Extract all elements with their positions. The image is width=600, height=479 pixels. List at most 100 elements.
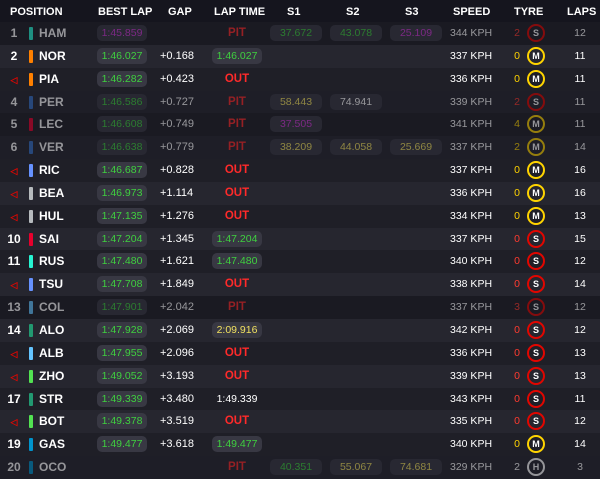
table-row[interactable]: 6 VER 1:46.638 +0.779 PIT 38.209 44.058 25.669 3… [0,136,600,160]
table-row[interactable]: ◁ BEA 1:46.973 +1.114 OUT 336 KPH 0 M 16 [0,181,600,205]
position: ◁ [3,182,25,205]
driver-code[interactable]: BEA [39,185,65,200]
table-row[interactable]: 19 GAS 1:49.477 +3.618 1:49.477 340 KPH 0 M 14 [0,433,600,457]
position: ◁ [3,342,25,365]
last-lap-time: 1:47.480 [212,253,262,270]
table-row[interactable]: 5 LEC 1:46.608 +0.749 PIT 37.505 341 KPH 4 M 11 [0,113,600,137]
best-lap-time: 1:49.477 [97,436,147,453]
table-row[interactable]: 17 STR 1:49.339 +3.480 1:49.339 343 KPH 0 S 11 [0,387,600,411]
header-position[interactable]: POSITION [10,6,63,18]
lap-status: OUT [224,72,250,85]
table-row[interactable]: 2 NOR 1:46.027 +0.168 1:46.027 337 KPH 0 M 11 [0,44,600,68]
driver-code[interactable]: OCO [39,460,67,475]
laps-count: 13 [574,209,586,222]
sector-s1-time: 37.505 [270,116,322,133]
header-speed[interactable]: SPEED [453,6,491,18]
laps-count: 14 [574,141,586,154]
timing-table: 1 HAM 1:45.859 PIT 37.672 43.078 25.109 344 KPH… [0,22,600,479]
tyre-stints: 0 [514,438,520,451]
table-row[interactable]: 4 PER 1:46.586 +0.727 PIT 58.443 74.941 339 KPH… [0,90,600,114]
sector-s2-time: 74.941 [330,93,382,110]
gap-value [160,22,206,45]
speed-trap: 336 KPH [450,186,493,199]
table-row[interactable]: ◁ ZHO 1:49.052 +3.193 OUT 339 KPH 0 S 13 [0,364,600,388]
speed-trap: 344 KPH [450,27,493,39]
driver-code[interactable]: ZHO [39,368,65,383]
gap-value: +1.114 [160,186,194,199]
tyre-compound-icon: M [527,46,545,65]
driver-code[interactable]: ALO [39,322,65,337]
driver-code[interactable]: HUL [39,208,64,223]
sector-s1-time: 38.209 [270,139,322,156]
team-color-bar [29,209,33,223]
driver-code[interactable]: COL [39,300,65,315]
sector-s1-time: 58.443 [270,93,322,110]
gap-value: +0.423 [160,72,194,85]
gap-value: +0.168 [160,49,194,62]
last-lap-time: 1:47.204 [212,230,262,247]
gap-value: +0.779 [160,141,194,154]
tyre-stints: 0 [514,186,520,199]
gap-value: +0.749 [160,118,194,131]
lap-status: OUT [224,278,250,291]
team-color-bar [29,415,33,429]
tyre-compound-icon: M [527,69,545,88]
table-row[interactable]: ◁ BOT 1:49.378 +3.519 OUT 335 KPH 0 S 12 [0,410,600,434]
tyre-stints: 2 [514,95,520,108]
driver-code[interactable]: SAI [39,231,60,246]
table-row[interactable]: ◁ HUL 1:47.135 +1.276 OUT 334 KPH 0 M 13 [0,204,600,228]
lap-status: OUT [224,209,250,222]
driver-code[interactable]: LEC [39,117,63,132]
gap-value: +1.276 [160,209,194,222]
header-laps[interactable]: LAPS [567,6,597,18]
driver-code[interactable]: NOR [39,48,66,63]
table-row[interactable]: ◁ PIA 1:46.282 +0.423 OUT 336 KPH 0 M 11 [0,67,600,91]
tyre-compound-icon: S [527,343,545,362]
laps-count: 3 [577,461,583,474]
table-row[interactable]: ◁ TSU 1:47.708 +1.849 OUT 338 KPH 0 S 14 [0,273,600,297]
position: 20 [7,460,21,475]
table-row[interactable]: ◁ RIC 1:46.687 +0.828 OUT 337 KPH 0 M 16 [0,159,600,182]
header-s2[interactable]: S2 [346,6,360,18]
driver-code[interactable]: HAM [39,26,67,40]
driver-code[interactable]: PER [39,94,64,109]
driver-code[interactable]: STR [39,391,63,406]
laps-count: 16 [574,164,586,177]
table-row[interactable]: 20 OCO PIT 40.351 55.067 74.681 329 KPH 2 H 3 [0,456,600,479]
table-row[interactable]: 1 HAM 1:45.859 PIT 37.672 43.078 25.109 344 KPH… [0,22,600,45]
header-gap[interactable]: GAP [168,6,192,18]
speed-trap: 329 KPH [450,461,493,474]
header-lap-time[interactable]: LAP TIME [214,6,266,18]
driver-code[interactable]: ALB [39,345,64,360]
table-row[interactable]: 14 ALO 1:47.928 +2.069 2:09.916 342 KPH 0 S 12 [0,318,600,342]
lap-status: OUT [224,164,250,177]
driver-code[interactable]: RUS [39,254,65,269]
header-tyre[interactable]: TYRE [514,6,544,18]
driver-code[interactable]: RIC [39,163,60,178]
laps-count: 12 [574,415,586,428]
best-lap-time: 1:47.204 [97,230,147,247]
driver-code[interactable]: VER [39,140,64,155]
laps-count: 11 [574,72,586,85]
gap-value [160,456,206,479]
table-row[interactable]: 11 RUS 1:47.480 +1.621 1:47.480 340 KPH 0 S 12 [0,250,600,274]
header-s1[interactable]: S1 [287,6,301,18]
driver-code[interactable]: PIA [39,71,60,86]
team-color-bar [29,141,33,155]
table-row[interactable]: 10 SAI 1:47.204 +1.345 1:47.204 337 KPH 0 S 15 [0,227,600,251]
table-row[interactable]: ◁ ALB 1:47.955 +2.096 OUT 336 KPH 0 S 13 [0,341,600,365]
speed-trap: 335 KPH [450,415,493,428]
header-best-lap[interactable]: BEST LAP [98,6,153,18]
table-row[interactable]: 13 COL 1:47.901 +2.042 PIT 337 KPH 3 S 12 [0,296,600,319]
speed-trap: 338 KPH [450,278,493,291]
laps-count: 14 [574,438,586,451]
header-s3[interactable]: S3 [405,6,419,18]
best-lap-time: 1:46.638 [97,139,147,156]
driver-code[interactable]: BOT [39,414,65,429]
speed-trap: 339 KPH [450,369,493,382]
tyre-compound-icon: S [527,252,545,271]
driver-code[interactable]: TSU [39,277,63,292]
tyre-stints: 2 [514,27,520,39]
driver-code[interactable]: GAS [39,437,66,452]
lap-status: OUT [224,415,250,428]
